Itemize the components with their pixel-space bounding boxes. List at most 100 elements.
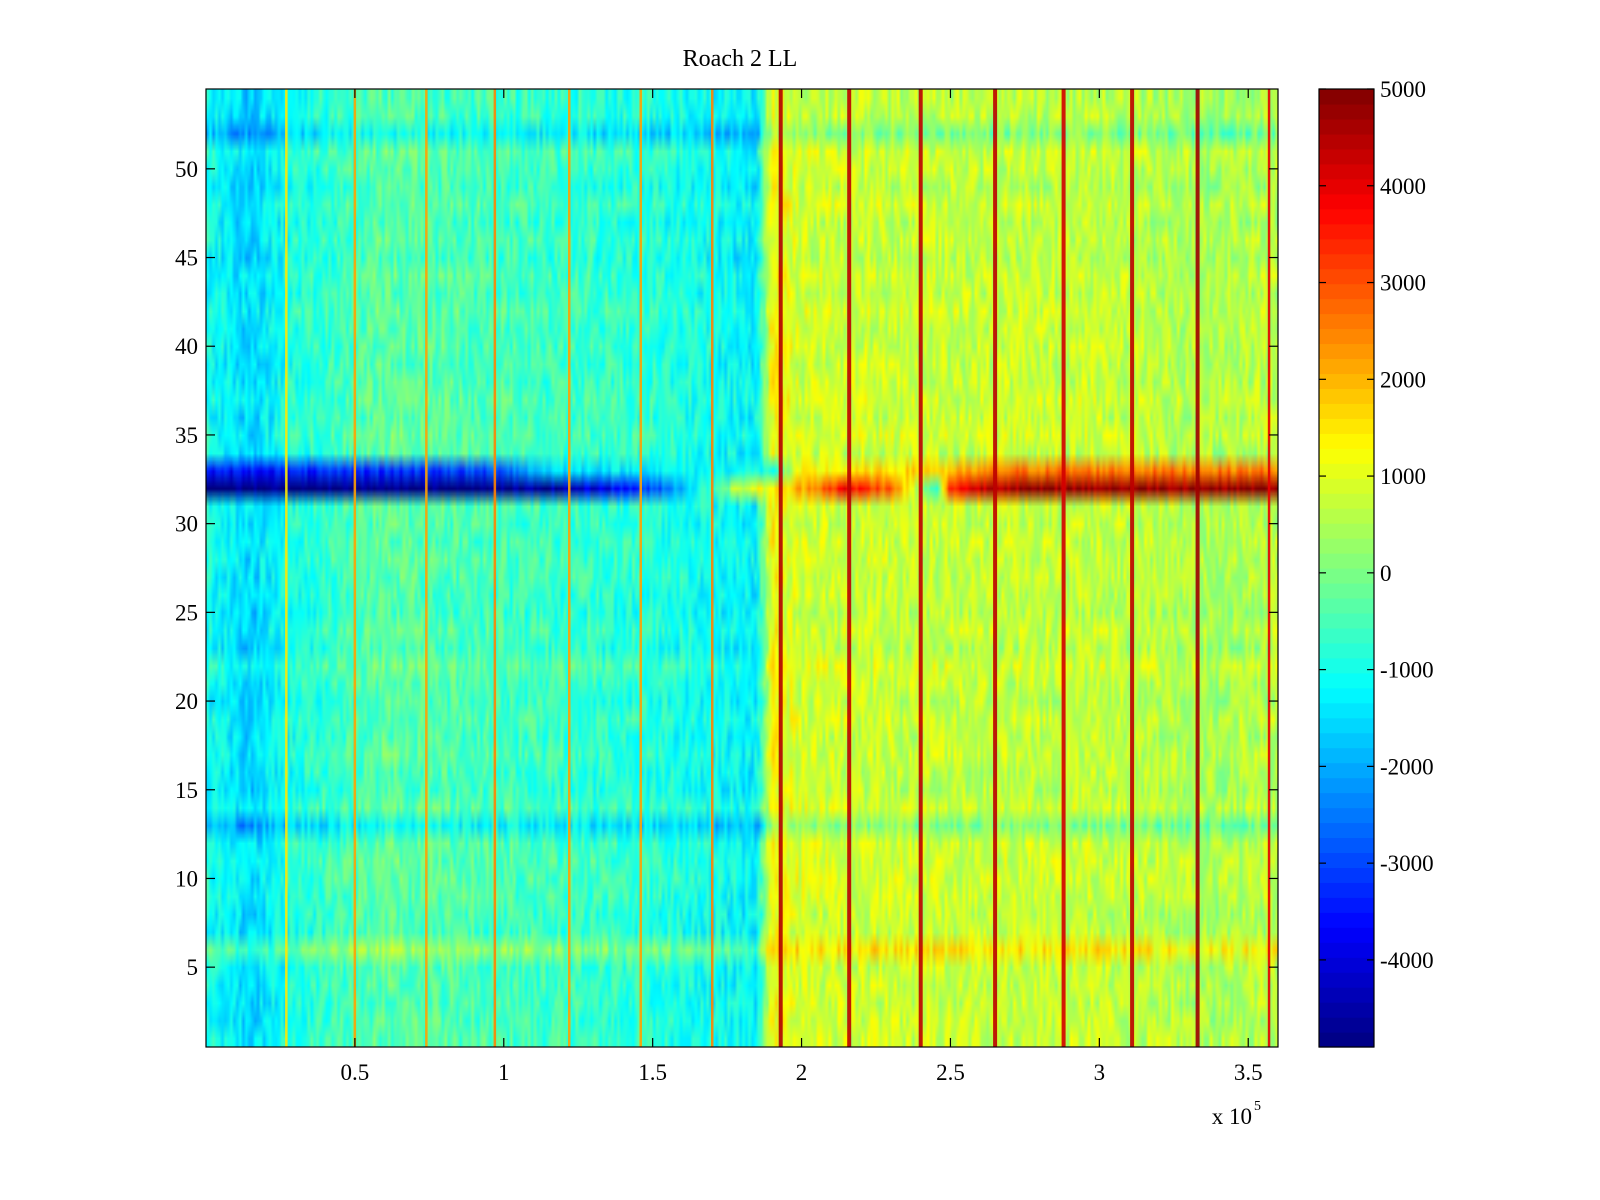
colorbar-segment xyxy=(1319,328,1374,345)
colorbar-segment xyxy=(1319,627,1374,644)
colorbar-segment xyxy=(1319,942,1374,958)
y-tick-label: 20 xyxy=(175,689,198,714)
y-tick-label: 15 xyxy=(175,778,198,803)
colorbar-tick-label: 1000 xyxy=(1380,464,1426,489)
x-tick-label: 3.5 xyxy=(1234,1060,1263,1085)
vertical-stripe-6 xyxy=(639,89,642,1047)
colorbar-segment xyxy=(1319,837,1374,854)
colorbar-segment xyxy=(1319,508,1374,524)
y-tick-label: 40 xyxy=(175,334,198,359)
vertical-stripe-7 xyxy=(711,89,714,1047)
x-axis: 0.5 1 1.5 2 2.5 3 3.5 xyxy=(341,89,1263,1085)
colorbar-segment xyxy=(1319,702,1374,719)
colorbar-segment xyxy=(1319,433,1374,449)
vertical-stripe-12 xyxy=(1061,89,1066,1047)
colorbar-tick-label: -4000 xyxy=(1380,948,1434,973)
colorbar-segment xyxy=(1319,597,1374,614)
colorbar-segment xyxy=(1319,568,1374,584)
y-tick-label: 5 xyxy=(187,955,199,980)
x-tick-label: 2.5 xyxy=(936,1060,965,1085)
colorbar-segment xyxy=(1319,118,1374,135)
colorbar-tick-label: 4000 xyxy=(1380,174,1426,199)
colorbar-segment xyxy=(1319,89,1374,105)
colorbar-segment xyxy=(1319,912,1374,928)
colorbar-segment xyxy=(1319,103,1374,120)
colorbar-segment xyxy=(1319,612,1374,629)
vertical-stripe-4 xyxy=(493,89,497,1047)
vertical-stripe-9 xyxy=(847,89,852,1047)
colorbar-segment xyxy=(1319,1032,1374,1048)
colorbar-segment xyxy=(1319,208,1374,225)
y-tick-label: 25 xyxy=(175,600,198,625)
colorbar-segment xyxy=(1319,762,1374,779)
colorbar-tick-label: -1000 xyxy=(1380,658,1434,683)
colorbar-segment xyxy=(1319,972,1374,988)
colorbar-segment xyxy=(1319,253,1374,270)
colorbar-segment xyxy=(1319,732,1374,749)
colorbar-segment xyxy=(1319,268,1374,285)
vertical-stripe-15 xyxy=(1267,89,1271,1047)
vertical-stripe-3 xyxy=(425,89,428,1047)
colorbar-segment xyxy=(1319,987,1374,1003)
colorbar-segment xyxy=(1319,298,1374,315)
y-tick-label: 10 xyxy=(175,866,198,891)
vertical-stripe-5 xyxy=(568,89,571,1047)
colorbar-segment xyxy=(1319,373,1374,389)
colorbar-segment xyxy=(1319,403,1374,419)
x-tick-label: 1 xyxy=(498,1060,510,1085)
heatmap-plot-area[interactable] xyxy=(206,89,1278,1047)
y-tick-label: 45 xyxy=(175,246,198,271)
colorbar-segment xyxy=(1319,747,1374,764)
x-tick-label: 3 xyxy=(1094,1060,1106,1085)
colorbar-tick-label: 3000 xyxy=(1380,271,1426,296)
x-tick-label: 1.5 xyxy=(638,1060,667,1085)
colorbar-segment xyxy=(1319,1002,1374,1018)
colorbar-segment xyxy=(1319,642,1374,659)
y-tick-label: 35 xyxy=(175,423,198,448)
y-axis: 5 10 15 20 25 30 35 40 45 50 xyxy=(175,157,1278,980)
colorbar-segment xyxy=(1319,553,1374,569)
x-multiplier-exponent: 5 xyxy=(1254,1099,1261,1114)
x-multiplier-base: x 10 xyxy=(1212,1104,1252,1129)
colorbar-segment xyxy=(1319,538,1374,554)
colorbar-segment xyxy=(1319,852,1374,868)
colorbar-segment xyxy=(1319,358,1374,375)
vertical-stripe-8 xyxy=(778,89,783,1047)
colorbar-segment xyxy=(1319,163,1374,180)
colorbar-frame xyxy=(1318,88,1375,1048)
colorbar-segment xyxy=(1319,867,1374,883)
colorbar-tick-label: -2000 xyxy=(1380,754,1434,779)
colorbar-tick-label: 2000 xyxy=(1380,367,1426,392)
colorbar-segment xyxy=(1319,478,1374,494)
colorbar-tick-label: -3000 xyxy=(1380,851,1434,876)
colorbar-segment xyxy=(1319,777,1374,794)
colorbar-segment xyxy=(1319,897,1374,913)
colorbar-segment xyxy=(1319,343,1374,360)
colorbar-segment xyxy=(1319,493,1374,509)
colorbar-segment xyxy=(1319,178,1374,195)
colorbar-segment xyxy=(1319,313,1374,330)
x-tick-label: 0.5 xyxy=(341,1060,370,1085)
colorbar-segment xyxy=(1319,448,1374,464)
vertical-stripe-14 xyxy=(1195,89,1200,1047)
x-tick-label: 2 xyxy=(796,1060,808,1085)
colorbar-segment xyxy=(1319,238,1374,255)
y-tick-label: 50 xyxy=(175,157,198,182)
vertical-stripe-1 xyxy=(285,89,288,1047)
colorbar-segment xyxy=(1319,717,1374,734)
heatmap-cells xyxy=(206,89,1278,1047)
colorbar-segment xyxy=(1319,792,1374,809)
colorbar-segment xyxy=(1319,957,1374,973)
colorbar-segment xyxy=(1319,223,1374,240)
colorbar-segment xyxy=(1319,148,1374,165)
colorbar-segment xyxy=(1319,193,1374,210)
colorbar-segment xyxy=(1319,822,1374,839)
vertical-stripe-13 xyxy=(1130,89,1135,1047)
colorbar-segment xyxy=(1319,283,1374,300)
plot-frame xyxy=(205,88,1279,1048)
colorbar-segment xyxy=(1319,657,1374,674)
colorbar-segment xyxy=(1319,418,1374,434)
colorbar-segment xyxy=(1319,672,1374,689)
colorbar-segment xyxy=(1319,687,1374,704)
